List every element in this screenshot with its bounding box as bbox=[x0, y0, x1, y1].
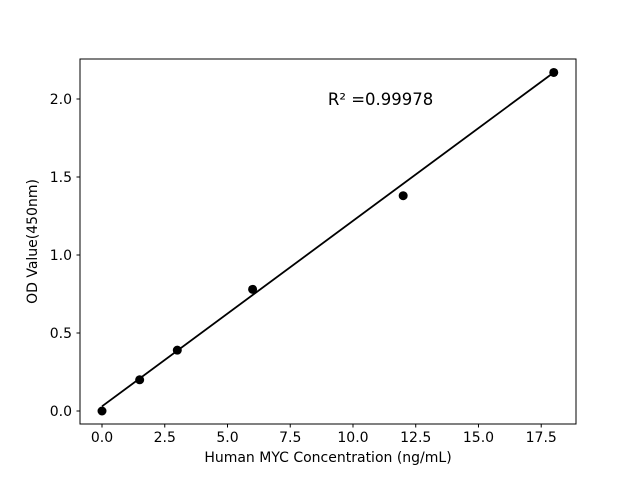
x-tick-label: 10.0 bbox=[337, 430, 368, 446]
data-point bbox=[97, 406, 107, 416]
x-tick-label: 0.0 bbox=[91, 430, 113, 446]
x-tick-label: 12.5 bbox=[400, 430, 431, 446]
y-tick-label: 1.5 bbox=[50, 170, 72, 186]
y-axis-label: OD Value(450nm) bbox=[25, 179, 41, 304]
chart-generated-layer: 0.0 2.5 5.0 7.5 10.0 12.5 15.0 17.5 0.0 0.5 1.0 1.5… bbox=[50, 58, 577, 446]
plot-spines bbox=[79, 58, 577, 425]
x-tick-label: 5.0 bbox=[216, 430, 238, 446]
y-tick-label: 0.0 bbox=[50, 404, 72, 420]
x-tick-label: 17.5 bbox=[526, 430, 557, 446]
x-tick-label: 15.0 bbox=[463, 430, 494, 446]
y-tick-label: 1.0 bbox=[50, 248, 72, 264]
r-squared-annotation: R² =0.99978 bbox=[328, 90, 433, 109]
data-point bbox=[135, 375, 145, 385]
data-point bbox=[248, 284, 258, 294]
data-point bbox=[398, 191, 408, 201]
data-point bbox=[172, 345, 182, 355]
x-tick-label: 7.5 bbox=[279, 430, 301, 446]
x-tick-label: 2.5 bbox=[154, 430, 176, 446]
x-axis-label: Human MYC Concentration (ng/mL) bbox=[204, 450, 451, 466]
y-tick-label: 2.0 bbox=[50, 92, 72, 108]
data-point bbox=[549, 67, 559, 77]
y-tick-label: 0.5 bbox=[50, 326, 72, 342]
